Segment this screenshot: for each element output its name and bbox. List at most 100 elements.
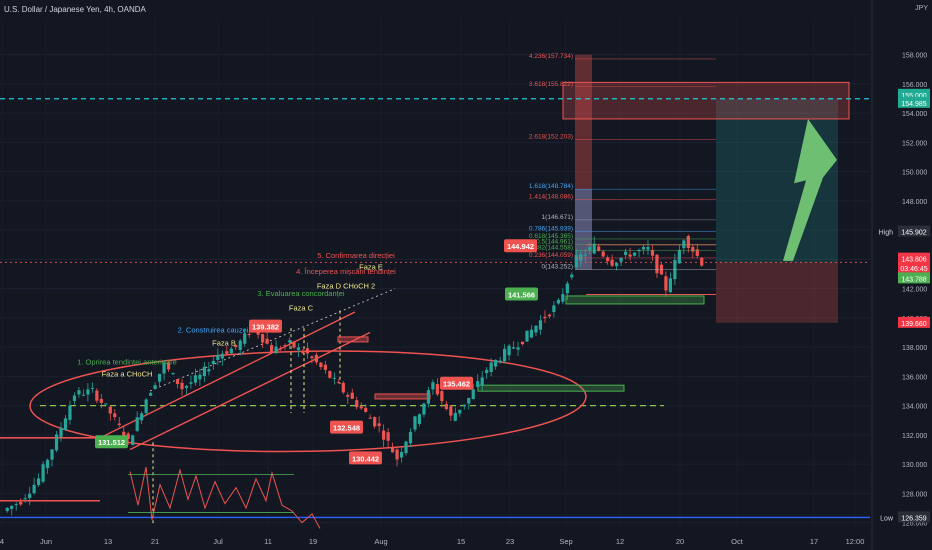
x-tick-label: 12:00	[846, 537, 865, 546]
candle-body	[359, 406, 363, 409]
x-tick-label: Jun	[40, 537, 52, 546]
price-label-box	[898, 96, 930, 108]
x-tick-label: Oct	[731, 537, 744, 546]
candle-body	[516, 347, 520, 350]
candle-body	[494, 359, 498, 367]
candle-body	[682, 240, 686, 249]
candle-body	[511, 347, 516, 349]
candle-body	[32, 484, 36, 494]
candle-body	[332, 377, 336, 379]
candle-body	[126, 433, 130, 439]
candle-body	[632, 252, 637, 256]
fib-bar-blue	[575, 189, 592, 270]
candle-body	[207, 369, 211, 372]
candle-body	[373, 417, 377, 427]
candle-body	[610, 259, 614, 266]
candle-body	[287, 340, 292, 343]
candle-body	[216, 354, 220, 360]
candle-body	[278, 348, 283, 350]
price-label-tag: Low	[880, 515, 894, 522]
price-callout-value: 139.382	[252, 323, 279, 332]
fib-level-label: 0.382(144.558)	[529, 245, 573, 252]
x-tick-label: 23	[506, 537, 514, 546]
candle-body	[583, 254, 587, 256]
candle-body	[377, 423, 381, 427]
y-tick-label: 156.000	[902, 82, 927, 89]
price-callout-box	[95, 435, 128, 449]
candle-body	[14, 504, 18, 506]
candle-body	[368, 417, 372, 419]
candle-body	[570, 274, 574, 278]
price-callout-box	[249, 319, 282, 333]
candle-body	[668, 278, 672, 293]
y-tick-label: 134.000	[902, 404, 927, 411]
candle-body	[81, 394, 86, 396]
fib-bar	[575, 54, 592, 270]
candle-body	[355, 400, 359, 408]
price-callout-box	[330, 420, 363, 434]
price-callout-box	[505, 287, 538, 301]
candle-body	[476, 381, 480, 387]
y-tick-label: 152.000	[902, 140, 927, 147]
candle-body	[399, 451, 404, 458]
y-tick-label: 128.000	[902, 491, 927, 498]
x-tick-label: 21	[151, 537, 159, 546]
y-tick-label: 148.000	[902, 199, 927, 206]
candle-body	[274, 346, 278, 354]
price-callout-value: 135.462	[443, 380, 470, 389]
x-tick-label: Aug	[374, 537, 387, 546]
candle-body	[650, 250, 655, 256]
price-label-value: 143.788	[901, 276, 926, 283]
candle-body	[59, 427, 63, 437]
fib-level-label: 4.236(157.734)	[529, 53, 573, 60]
fib-level-label: 2.618(152.203)	[529, 133, 573, 140]
candle-body	[189, 382, 193, 384]
candle-body	[63, 418, 68, 431]
y-tick-label: 132.000	[902, 433, 927, 440]
candle-body	[198, 374, 202, 380]
candle-body	[623, 251, 628, 255]
candle-body	[588, 247, 592, 250]
candle-body	[95, 390, 99, 401]
fib-level-label: 0.5(144.961)	[536, 239, 573, 246]
x-tick-label: 20	[676, 537, 684, 546]
x-tick-label: Sep	[559, 537, 572, 546]
candle-body	[556, 299, 560, 304]
fib-level-label: 3.618(155.822)	[529, 81, 573, 88]
up-arrow	[783, 118, 837, 261]
candle-body	[507, 345, 511, 356]
candle-body	[677, 249, 681, 264]
candle-body	[534, 325, 538, 333]
candle-body	[395, 449, 399, 460]
candle-body	[54, 434, 59, 451]
candle-body	[184, 385, 189, 388]
y-tick-label: 154.000	[902, 111, 927, 118]
price-label-value: 155.000	[901, 93, 926, 100]
candle-body	[426, 390, 431, 404]
candle-body	[498, 360, 502, 363]
price-label-value: 154.985	[901, 101, 926, 108]
price-label-box	[898, 88, 930, 100]
candle-body	[296, 347, 301, 350]
phase-annotation: 2. Construirea cauzei	[178, 326, 249, 335]
candle-body	[140, 413, 144, 421]
candle-body	[503, 348, 507, 362]
candle-body	[606, 257, 610, 262]
candle-body	[90, 387, 94, 389]
candle-body	[489, 362, 493, 372]
candle-body	[41, 464, 45, 482]
candle-body	[328, 371, 332, 378]
phase-annotation: Faza C	[289, 304, 314, 313]
candle-body	[686, 235, 690, 249]
candle-body	[444, 403, 448, 409]
fib-level-label: 1.618(148.784)	[529, 183, 573, 190]
phase-annotation: Faza B	[212, 339, 236, 348]
chart-title: U.S. Dollar / Japanese Yen, 4h, OANDA	[4, 5, 146, 14]
candle-body	[655, 254, 659, 274]
candle-body	[458, 409, 462, 414]
candle-body	[449, 406, 453, 416]
candle-body	[422, 403, 426, 415]
candle-body	[5, 507, 9, 512]
y-tick-label: 130.000	[902, 462, 927, 469]
